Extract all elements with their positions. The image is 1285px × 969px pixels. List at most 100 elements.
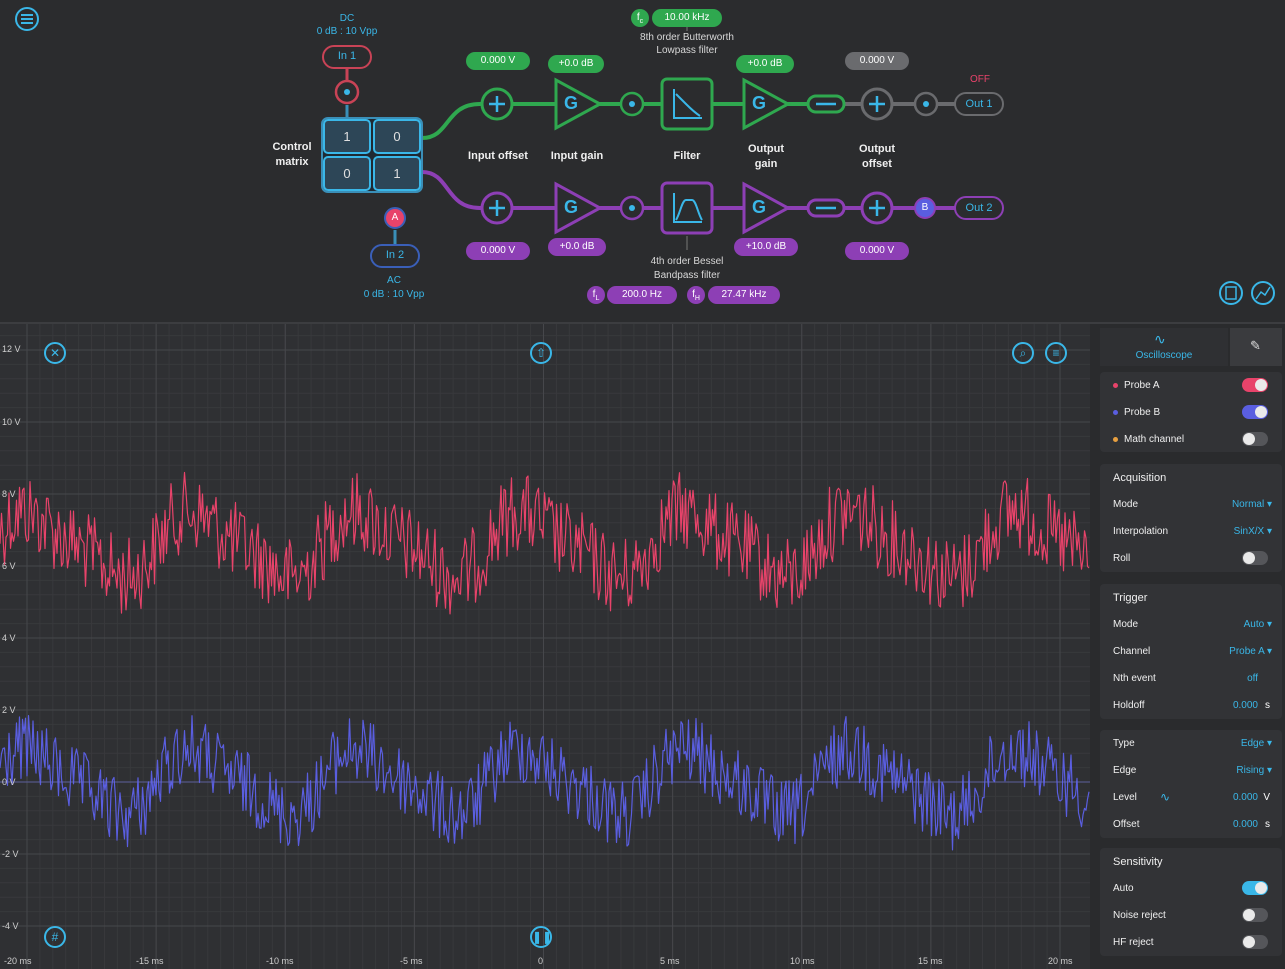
ch2-output-gain-value[interactable]: +10.0 dB <box>734 238 798 256</box>
ch2-input-gain-value[interactable]: +0.0 dB <box>548 238 606 256</box>
holdoff-row[interactable]: Holdoff 0.000 s <box>1100 692 1282 719</box>
trigger-channel-select[interactable]: Probe A ▾ <box>1229 646 1272 657</box>
auto-toggle[interactable] <box>1242 881 1268 895</box>
oscilloscope-plot[interactable]: ✕ ⇧ ⌕ ≡ # ❚❚ <box>0 324 1090 969</box>
ch1-input-offset-block[interactable] <box>480 88 514 120</box>
ch1-filter-block[interactable] <box>662 79 712 129</box>
trigger-type-select[interactable]: Edge ▾ <box>1240 738 1272 749</box>
ch2-filter-type-line2: Bandpass filter <box>653 270 721 281</box>
nth-event-value[interactable]: off <box>1247 673 1258 684</box>
ch2-invert-block[interactable] <box>808 200 844 216</box>
grid-icon: # <box>51 930 59 944</box>
hf-reject-toggle[interactable] <box>1242 935 1268 949</box>
out2-button[interactable]: Out 2 <box>954 196 1004 220</box>
signal-chain-panel: DC 0 dB : 10 Vpp In 1 In 2 AC 0 dB : 10 … <box>0 0 1285 322</box>
matrix-cell-11[interactable]: 1 <box>343 129 351 144</box>
probe-b-marker[interactable]: B <box>914 197 936 219</box>
probe-b-row[interactable]: Probe B <box>1100 399 1282 426</box>
ch1-input-gain-block[interactable]: G <box>556 80 600 128</box>
ch1-input-offset-value[interactable]: 0.000 V <box>466 52 530 70</box>
ch2-output-gain-block[interactable]: G <box>744 184 788 232</box>
grid-button[interactable]: # <box>44 926 66 948</box>
ch1-output-gain-block[interactable]: G <box>744 80 788 128</box>
ch2-output-offset-value[interactable]: 0.000 V <box>845 242 909 260</box>
trigger-offset-value[interactable]: 0.000 <box>1232 819 1258 830</box>
in1-node[interactable] <box>336 81 358 103</box>
input-offset-label: Input offset <box>468 150 528 162</box>
ch2-filter-block[interactable] <box>662 183 712 233</box>
probe-a-marker[interactable]: A <box>384 207 406 229</box>
sensitivity-panel: Sensitivity Auto Noise reject HF reject <box>1100 848 1282 956</box>
ch2-input-offset-value[interactable]: 0.000 V <box>466 242 530 260</box>
trigger-level-unit: V <box>1263 792 1270 803</box>
acquisition-panel: Acquisition Mode Normal ▾ Interpolation Si… <box>1100 464 1282 572</box>
nth-event-label: Nth event <box>1113 673 1156 684</box>
in1-label: In 1 <box>337 50 357 62</box>
trigger-edge-row[interactable]: Edge Rising ▾ <box>1100 757 1282 784</box>
zoom-button[interactable]: ⌕ <box>1012 342 1034 364</box>
ch1-output-offset-value[interactable]: 0.000 V <box>845 52 909 70</box>
probe-a-toggle[interactable] <box>1242 378 1268 392</box>
matrix-cell-21[interactable]: 0 <box>343 166 351 181</box>
tab-measure[interactable]: ✎ <box>1230 328 1282 366</box>
interpolation-row[interactable]: Interpolation SinX/X ▾ <box>1100 518 1282 545</box>
trigger-mode-select[interactable]: Auto ▾ <box>1243 619 1272 630</box>
export-button[interactable]: ⇧ <box>530 342 552 364</box>
in2-button[interactable]: In 2 <box>370 244 420 268</box>
noise-reject-row[interactable]: Noise reject <box>1100 902 1282 929</box>
search-icon: ⌕ <box>1019 346 1027 360</box>
math-channel-row[interactable]: Math channel <box>1100 426 1282 453</box>
trigger-level-value[interactable]: 0.000 <box>1232 792 1258 803</box>
y-label: -2 V <box>2 849 19 859</box>
ch1-output-gain-value[interactable]: +0.0 dB <box>736 55 794 73</box>
x-label: 0 <box>538 956 544 966</box>
close-button[interactable]: ✕ <box>44 342 66 364</box>
ch1-invert-block[interactable] <box>808 96 844 112</box>
ch1-output-offset-block[interactable] <box>861 88 893 120</box>
in1-button[interactable]: In 1 <box>322 45 372 69</box>
trigger-type-row[interactable]: Type Edge ▾ <box>1100 730 1282 757</box>
matrix-cell-22[interactable]: 1 <box>393 166 401 181</box>
acq-mode-select[interactable]: Normal ▾ <box>1231 499 1272 510</box>
sliders-icon: ≡ <box>1052 346 1060 360</box>
ch1-filter-freq-value[interactable]: 10.00 kHz <box>652 9 722 27</box>
noise-reject-toggle[interactable] <box>1242 908 1268 922</box>
trigger-level-row[interactable]: Level ∿ 0.000 V <box>1100 784 1282 811</box>
ch1-input-gain-value[interactable]: +0.0 dB <box>548 55 604 73</box>
x-label: 15 ms <box>918 956 943 966</box>
ch2-input-gain-block[interactable]: G <box>556 184 600 232</box>
notes-button[interactable] <box>1219 281 1243 305</box>
settings-button[interactable]: ≡ <box>1045 342 1067 364</box>
pause-button[interactable]: ❚❚ <box>530 926 552 948</box>
acq-mode-label: Mode <box>1113 499 1139 510</box>
ch2-output-offset-block[interactable] <box>861 192 893 224</box>
acq-mode-row[interactable]: Mode Normal ▾ <box>1100 491 1282 518</box>
probe-a-row[interactable]: Probe A <box>1100 372 1282 399</box>
trigger-channel-row[interactable]: Channel Probe A ▾ <box>1100 638 1282 665</box>
math-channel-toggle[interactable] <box>1242 432 1268 446</box>
auto-row[interactable]: Auto <box>1100 875 1282 902</box>
ch2-input-offset-block[interactable] <box>480 192 514 224</box>
roll-row[interactable]: Roll <box>1100 545 1282 572</box>
matrix-cell-12[interactable]: 0 <box>393 129 401 144</box>
trigger-edge-select[interactable]: Rising ▾ <box>1236 765 1272 776</box>
roll-toggle[interactable] <box>1242 551 1268 565</box>
probe-b-toggle[interactable] <box>1242 405 1268 419</box>
tab-oscilloscope[interactable]: ∿ Oscilloscope <box>1100 328 1228 366</box>
out1-button[interactable]: Out 1 <box>954 92 1004 116</box>
sine-wave-icon[interactable]: ∿ <box>1160 790 1171 804</box>
holdoff-value[interactable]: 0.000 <box>1232 700 1258 711</box>
sine-wave-icon: ∿ <box>1154 331 1166 347</box>
ch2-fh-value[interactable]: 27.47 kHz <box>708 286 780 304</box>
interpolation-select[interactable]: SinX/X ▾ <box>1233 526 1272 537</box>
hf-reject-row[interactable]: HF reject <box>1100 929 1282 956</box>
trigger-offset-row[interactable]: Offset 0.000 s <box>1100 811 1282 838</box>
menu-button[interactable] <box>15 7 39 31</box>
ch2-fl-value[interactable]: 200.0 Hz <box>607 286 677 304</box>
y-label: 12 V <box>2 344 21 354</box>
nth-event-row[interactable]: Nth event off <box>1100 665 1282 692</box>
output-gain-label-line2: gain <box>754 158 778 170</box>
chart-button[interactable] <box>1251 281 1275 305</box>
trigger-mode-row[interactable]: Mode Auto ▾ <box>1100 611 1282 638</box>
x-label: 5 ms <box>660 956 680 966</box>
